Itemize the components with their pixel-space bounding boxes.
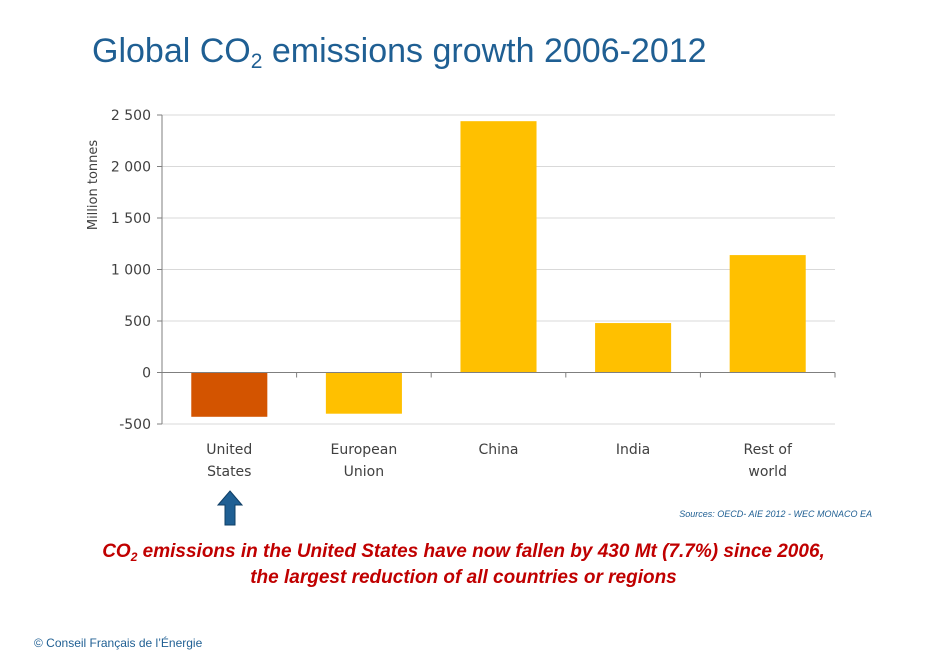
bar bbox=[325, 372, 402, 414]
copyright: © Conseil Français de l’Énergie bbox=[34, 636, 203, 650]
bars bbox=[191, 121, 806, 417]
bar bbox=[191, 372, 268, 417]
y-tick-label: 500 bbox=[124, 314, 151, 330]
page-title: Global CO2 emissions growth 2006-2012 bbox=[92, 32, 707, 73]
y-tick-label: 1 000 bbox=[111, 263, 151, 279]
x-tick-label: Union bbox=[344, 464, 384, 480]
y-axis-label: Million tonnes bbox=[86, 140, 101, 231]
x-tick-label: India bbox=[616, 442, 650, 458]
bar bbox=[595, 323, 672, 373]
up-arrow-icon bbox=[217, 490, 243, 526]
sources-note: Sources: OECD- AIE 2012 - WEC MONACO EA bbox=[679, 509, 872, 519]
bar-chart: 2 500 2 000 1 500 1 000 500 0 -500 United States… bbox=[86, 108, 836, 480]
x-tick-label: European bbox=[331, 442, 398, 458]
x-tick-label: United bbox=[206, 442, 252, 458]
y-tick-label: 0 bbox=[142, 366, 151, 382]
tick-labels: 2 500 2 000 1 500 1 000 500 0 -500 United States… bbox=[111, 108, 793, 480]
x-tick-label: Rest of bbox=[743, 442, 793, 458]
y-tick-label: -500 bbox=[119, 417, 151, 433]
y-tick-label: 2 500 bbox=[111, 108, 151, 124]
note-line-2: the largest reduction of all countries o… bbox=[250, 567, 677, 588]
x-tick-label: States bbox=[207, 464, 251, 480]
y-tick-label: 1 500 bbox=[111, 211, 151, 227]
y-tick-label: 2 000 bbox=[111, 160, 151, 176]
x-tick-label: China bbox=[479, 442, 519, 458]
bar bbox=[460, 121, 537, 373]
x-tick-label: world bbox=[748, 464, 787, 480]
axes bbox=[157, 114, 836, 425]
highlight-note: CO2 emissions in the United States have … bbox=[0, 539, 927, 591]
note-line-1: CO2 emissions in the United States have … bbox=[102, 541, 825, 564]
bar bbox=[729, 255, 806, 373]
